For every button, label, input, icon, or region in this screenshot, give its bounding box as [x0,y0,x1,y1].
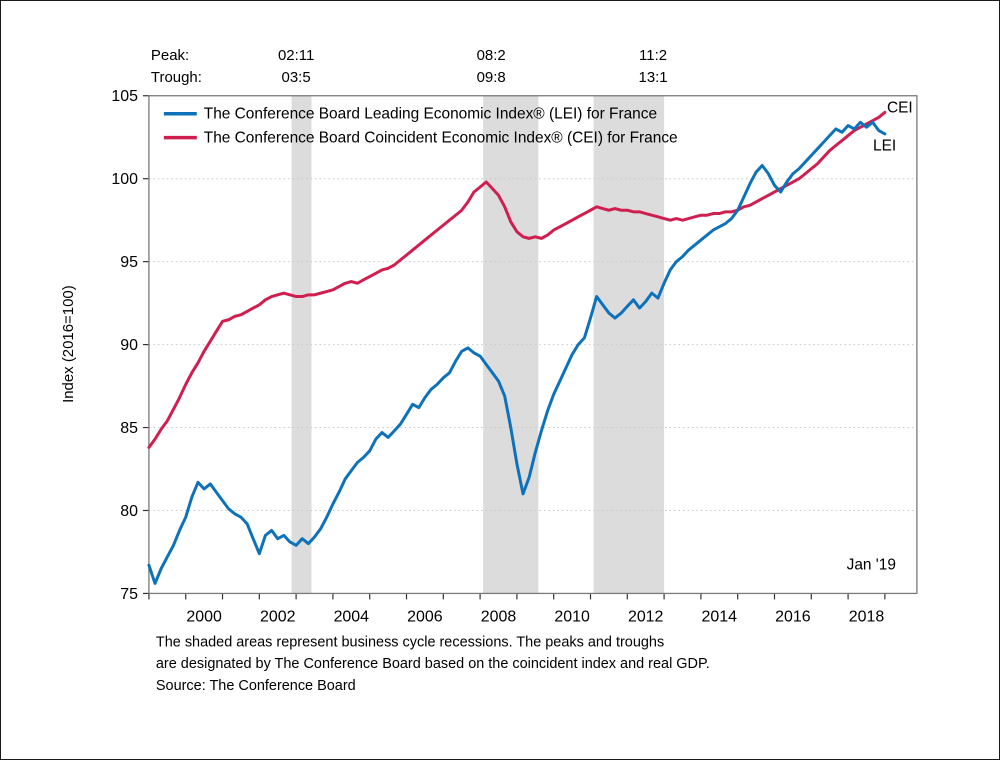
lei-line [147,120,887,585]
y-tick-label: 75 [120,586,138,603]
peak-trough-dates-layer: 02:11 03:5 08:2 09:8 11:2 13:1 [278,47,668,86]
x-tick-label: 2002 [260,608,296,625]
x-tick-label: 2006 [407,608,443,625]
footer-line-1: The shaded areas represent business cycl… [156,634,664,650]
trough-row-label: Trough: [151,69,202,86]
x-tick-label: 2004 [334,608,370,625]
lei-end-label: LEI [873,138,896,155]
peak-row-label: Peak: [151,47,189,64]
footer-line-3: Source: The Conference Board [156,678,356,694]
peak-date-label: 02:11 [278,47,314,64]
y-axis-title: Index (2016=100) [60,285,77,403]
y-tick-label: 80 [120,503,138,520]
recession-band [483,95,539,594]
cei-end-label: CEI [887,100,913,117]
x-tick-label: 2008 [481,608,517,625]
series-layer [147,110,887,585]
legend: The Conference Board Leading Economic In… [163,106,678,147]
ticks-layer [142,95,886,600]
x-tick-label: 2018 [849,608,885,625]
y-tick-label: 95 [120,254,138,271]
x-tick-label: 2000 [186,608,222,625]
y-tick-label: 105 [111,88,138,105]
trough-date-label: 03:5 [282,69,311,86]
recession-band [291,95,312,594]
recession-band [593,95,665,594]
last-date-label: Jan '19 [847,557,896,574]
trough-date-label: 13:1 [639,69,668,86]
plot-frame [148,95,918,595]
x-tick-label: 2016 [775,608,811,625]
peak-date-label: 11:2 [639,47,667,64]
tick-labels-layer: 75 80 85 90 95 100 105 2000 2002 2004 2006 2008 2010… [111,88,884,625]
legend-cei-label: The Conference Board Coincident Economic… [204,130,678,147]
y-tick-label: 90 [120,337,138,354]
y-tick-label: 100 [111,171,138,188]
trough-date-label: 09:8 [477,69,506,86]
y-tick-label: 85 [120,420,138,437]
x-tick-label: 2012 [628,608,664,625]
cei-line [147,110,887,449]
recession-bands-layer [291,95,665,594]
footer-line-2: are designated by The Conference Board b… [156,656,710,672]
peak-date-label: 08:2 [477,47,506,64]
legend-lei-label: The Conference Board Leading Economic In… [204,106,657,123]
x-tick-label: 2010 [554,608,590,625]
x-tick-label: 2014 [702,608,738,625]
